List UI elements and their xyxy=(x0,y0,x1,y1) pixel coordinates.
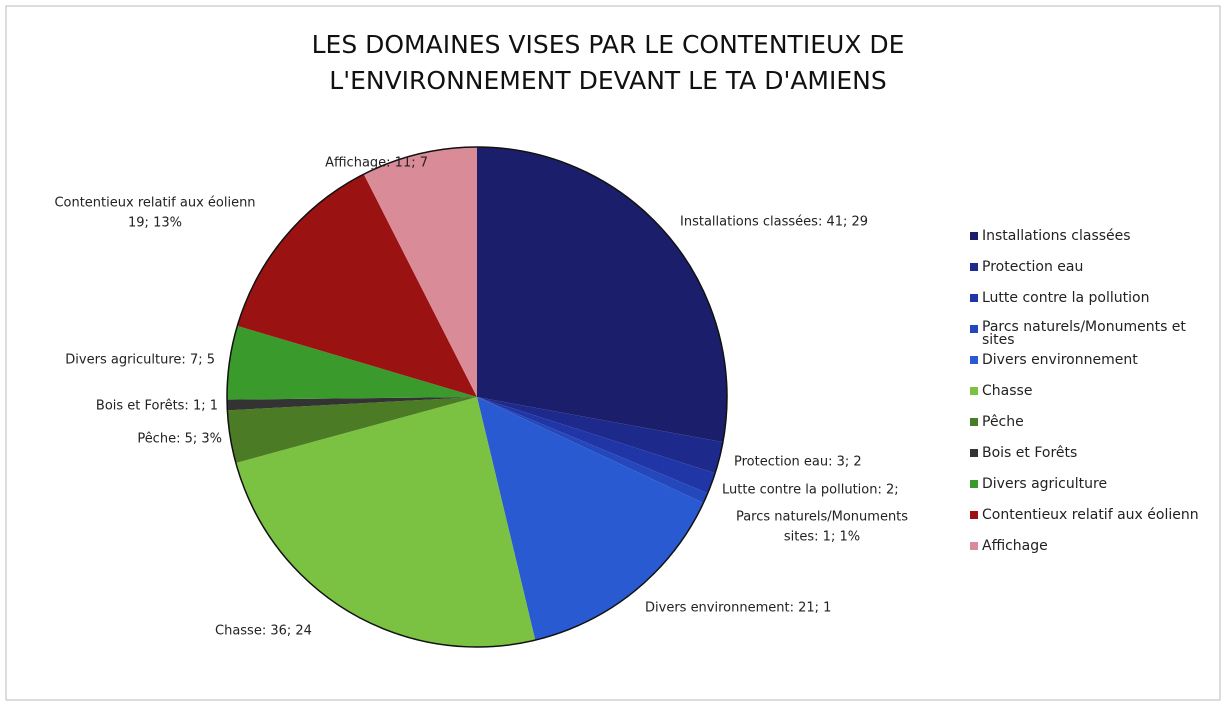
legend-label: Lutte contre la pollution xyxy=(982,290,1149,306)
legend-label: Parcs naturels/Monuments et sites xyxy=(982,319,1186,348)
data-label: Lutte contre la pollution: 2; xyxy=(722,483,899,498)
data-label: Installations classées: 41; 29 xyxy=(680,215,868,230)
legend-swatch xyxy=(970,294,978,302)
data-label: Affichage: 11; 7 xyxy=(325,156,428,171)
data-label: Pêche: 5; 3% xyxy=(137,432,222,447)
legend-swatch xyxy=(970,232,978,240)
pie-slice xyxy=(477,397,716,494)
pie-outline xyxy=(226,146,728,648)
legend-label: Installations classées xyxy=(982,228,1131,244)
data-label: Parcs naturels/Monuments xyxy=(736,510,908,525)
pie-slice xyxy=(235,397,536,647)
legend-swatch xyxy=(970,542,978,550)
legend-label: Chasse xyxy=(982,383,1032,399)
data-label: Protection eau: 3; 2 xyxy=(734,455,862,470)
pie-slice xyxy=(363,147,477,397)
legend-label: Divers environnement xyxy=(982,352,1138,368)
data-label: sites: 1; 1% xyxy=(784,530,860,545)
data-label: Bois et Forêts: 1; 1 xyxy=(96,399,218,414)
legend-label: Protection eau xyxy=(982,259,1083,275)
legend-label: Affichage xyxy=(982,538,1048,554)
legend-label: Divers agriculture xyxy=(982,476,1107,492)
legend-swatch xyxy=(970,418,978,426)
pie-slice xyxy=(227,397,477,411)
legend-swatch xyxy=(970,511,978,519)
pie-slice xyxy=(477,397,708,504)
chart-title: L'ENVIRONNEMENT DEVANT LE TA D'AMIENS xyxy=(329,66,886,95)
legend-label: Contentieux relatif aux éolienn xyxy=(982,507,1199,523)
legend-swatch xyxy=(970,480,978,488)
data-label: 19; 13% xyxy=(128,216,182,231)
data-label: Divers environnement: 21; 1 xyxy=(645,601,831,616)
legend-swatch xyxy=(970,263,978,271)
legend-swatch xyxy=(970,387,978,395)
chart-title: LES DOMAINES VISES PAR LE CONTENTIEUX DE xyxy=(312,30,905,59)
pie-slice xyxy=(477,397,704,641)
pie-slice xyxy=(477,147,727,443)
pie-slice xyxy=(227,397,477,463)
legend-label: Bois et Forêts xyxy=(982,445,1077,461)
data-label: Chasse: 36; 24 xyxy=(215,624,312,639)
legend-swatch xyxy=(970,449,978,457)
data-label: Divers agriculture: 7; 5 xyxy=(65,353,215,368)
legend-label: Pêche xyxy=(982,414,1024,430)
legend-swatch xyxy=(970,356,978,364)
pie-slice xyxy=(477,397,723,474)
data-label: Contentieux relatif aux éolienn xyxy=(54,196,255,211)
legend-swatch xyxy=(970,325,978,333)
pie-slice xyxy=(237,174,477,397)
pie-slice xyxy=(226,325,477,400)
